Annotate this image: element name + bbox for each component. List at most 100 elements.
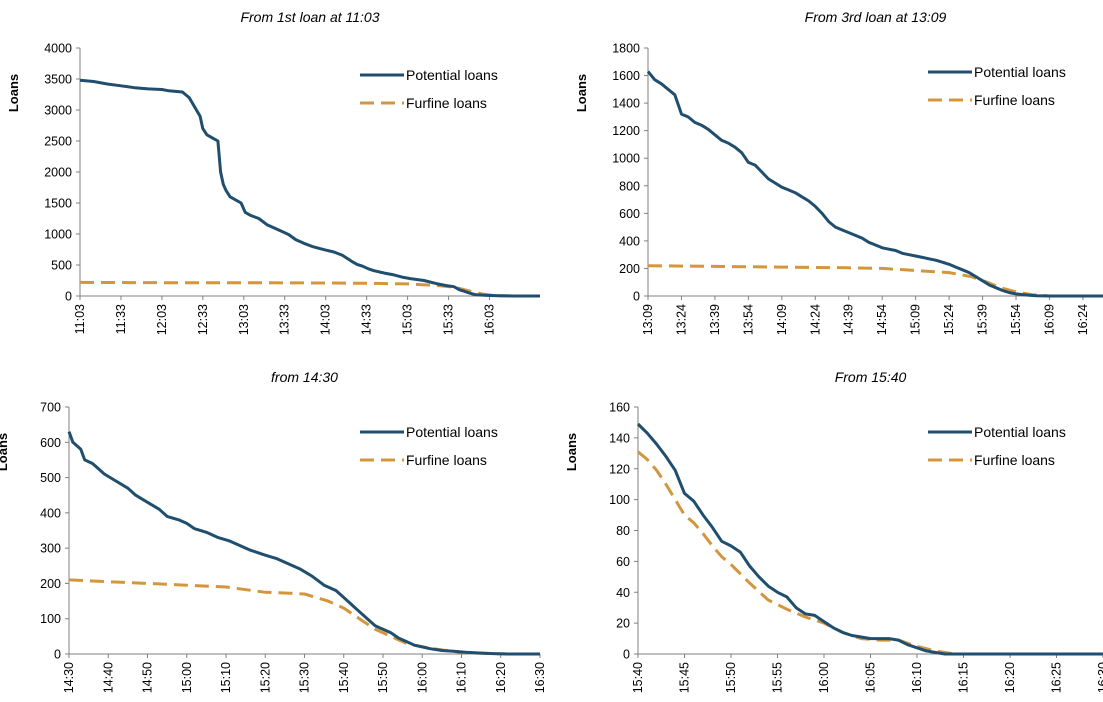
y-tick-label: 1500 <box>44 197 72 211</box>
x-tick-label: 14:33 <box>360 304 374 335</box>
legend-entry: Furfine loans <box>974 92 1055 108</box>
y-axis-label: Loans <box>574 74 589 112</box>
y-tick-label: 1800 <box>612 42 640 56</box>
y-tick-label: 3000 <box>44 104 72 118</box>
y-tick-label: 0 <box>623 648 630 662</box>
x-tick-label: 14:39 <box>842 304 856 335</box>
y-tick-label: 800 <box>619 179 640 193</box>
y-tick-label: 200 <box>619 262 640 276</box>
x-tick-label: 11:03 <box>73 304 87 334</box>
x-tick-label: 13:33 <box>278 304 292 335</box>
series-line-furfine <box>647 264 1103 298</box>
x-tick-label: 14:03 <box>319 304 333 335</box>
x-tick-label: 16:03 <box>482 304 496 335</box>
x-tick-label: 12:33 <box>196 304 210 335</box>
x-tick-label: 13:09 <box>641 304 655 335</box>
legend-entry: Furfine loans <box>406 452 487 468</box>
y-tick-label: 600 <box>619 207 640 221</box>
x-tick-label: 13:54 <box>741 304 755 335</box>
x-tick-label: 15:45 <box>678 662 692 693</box>
x-tick-label: 14:24 <box>808 304 822 335</box>
x-tick-label: 14:30 <box>62 662 76 693</box>
series-line-furfine <box>637 450 1103 656</box>
legend-entry: Potential loans <box>406 67 498 83</box>
x-tick-label: 14:54 <box>875 304 889 335</box>
legend-entry: Furfine loans <box>974 452 1055 468</box>
x-tick-label: 16:00 <box>415 662 429 693</box>
x-tick-label: 16:09 <box>1042 304 1056 335</box>
y-tick-label: 500 <box>40 471 61 485</box>
y-tick-label: 120 <box>609 462 630 476</box>
y-tick-label: 2000 <box>44 166 72 180</box>
x-tick-label: 15:24 <box>942 304 956 335</box>
x-tick-label: 16:00 <box>817 662 831 693</box>
y-tick-label: 1000 <box>44 228 72 242</box>
y-tick-label: 600 <box>40 436 61 450</box>
y-tick-label: 0 <box>54 648 61 662</box>
x-tick-label: 15:10 <box>219 662 233 693</box>
y-axis-label: Loans <box>564 433 579 471</box>
series-line-potential <box>79 78 540 298</box>
y-tick-label: 1600 <box>612 69 640 83</box>
legend-entry: Potential loans <box>406 424 498 440</box>
series-line-furfine <box>79 280 540 298</box>
y-tick-label: 160 <box>609 401 630 415</box>
chart-panel-3: from 14:30 Loans 0 100 200 300 400 500 600 700 14:… <box>0 369 547 693</box>
series-line-potential <box>67 431 540 656</box>
x-tick-label: 13:24 <box>674 304 688 335</box>
y-tick-label: 2500 <box>44 135 72 149</box>
x-tick-label: 16:10 <box>910 662 924 693</box>
chart-title: from 14:30 <box>271 369 338 385</box>
x-tick-label: 15:39 <box>976 304 990 335</box>
series-line-furfine <box>68 578 540 656</box>
x-tick-label: 14:50 <box>141 662 155 693</box>
y-axis-label: Loans <box>6 74 21 112</box>
x-tick-label: 16:05 <box>864 662 878 693</box>
y-tick-label: 400 <box>619 234 640 248</box>
x-tick-label: 15:30 <box>298 662 312 693</box>
y-tick-label: 1400 <box>612 97 640 111</box>
y-tick-label: 100 <box>609 493 630 507</box>
legend-entry: Potential loans <box>974 424 1066 440</box>
chart-title: From 3rd loan at 13:09 <box>805 9 947 25</box>
chart-panel-4: From 15:40 Loans 0 20 40 60 80 100 120 140 160 15:4… <box>564 369 1103 693</box>
y-tick-label: 20 <box>616 617 630 631</box>
chart-title: From 15:40 <box>835 369 907 385</box>
x-tick-label: 16:20 <box>494 662 508 693</box>
x-tick-label: 16:10 <box>455 662 469 693</box>
legend-entry: Furfine loans <box>406 95 487 111</box>
x-tick-label: 16:24 <box>1076 304 1090 335</box>
y-axis-label: Loans <box>0 433 10 471</box>
x-tick-label: 16:30 <box>533 662 547 693</box>
x-tick-label: 15:03 <box>401 304 415 335</box>
x-tick-label: 11:33 <box>114 304 128 334</box>
x-tick-label: 15:33 <box>442 304 456 335</box>
x-tick-label: 12:03 <box>155 304 169 335</box>
chart-panel-1: From 1st loan at 11:03 Loans 0 500 1000 1500 2… <box>6 9 540 335</box>
x-tick-label: 15:40 <box>631 662 645 693</box>
y-tick-label: 60 <box>616 555 630 569</box>
y-tick-label: 0 <box>65 290 72 304</box>
y-tick-label: 100 <box>40 612 61 626</box>
y-tick-label: 500 <box>51 259 72 273</box>
y-tick-label: 300 <box>40 542 61 556</box>
x-tick-label: 15:55 <box>771 662 785 693</box>
series-line-potential <box>646 70 1103 298</box>
x-tick-label: 16:15 <box>957 662 971 693</box>
y-tick-label: 1000 <box>612 152 640 166</box>
y-tick-label: 40 <box>616 586 630 600</box>
x-tick-label: 16:30 <box>1096 662 1103 693</box>
y-tick-label: 200 <box>40 577 61 591</box>
x-tick-label: 15:50 <box>724 662 738 693</box>
x-tick-label: 15:40 <box>337 662 351 693</box>
series-line-potential <box>636 422 1103 656</box>
y-tick-label: 0 <box>633 290 640 304</box>
y-tick-label: 400 <box>40 506 61 520</box>
y-tick-label: 140 <box>609 431 630 445</box>
x-tick-label: 15:09 <box>909 304 923 335</box>
legend-entry: Potential loans <box>974 64 1066 80</box>
x-tick-label: 15:54 <box>1009 304 1023 335</box>
y-tick-label: 1200 <box>612 124 640 138</box>
x-tick-label: 13:39 <box>708 304 722 335</box>
